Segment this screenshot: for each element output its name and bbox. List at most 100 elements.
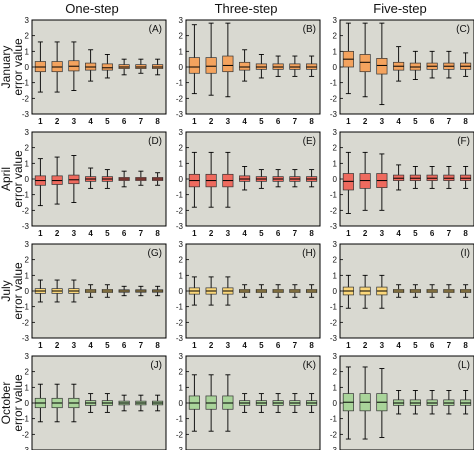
- box-5: [101, 169, 113, 189]
- y-tick-label: -1: [176, 79, 184, 88]
- y-tick-label: 2: [179, 368, 184, 377]
- y-tick-label: -3: [22, 222, 30, 231]
- panel-label: (H): [302, 248, 316, 259]
- box-5: [101, 54, 113, 79]
- row-label-unit: error value: [11, 150, 25, 208]
- box-7: [443, 390, 455, 415]
- x-tick-label: 5: [105, 117, 110, 126]
- y-tick-label: 1: [179, 271, 184, 280]
- y-tick-label: -3: [176, 446, 184, 450]
- y-tick-label: -2: [330, 94, 338, 103]
- box-5: [255, 169, 267, 189]
- box-2: [51, 41, 63, 93]
- y-tick-label: -3: [176, 110, 184, 119]
- y-tick-label: 1: [25, 47, 30, 56]
- x-tick-label: 5: [259, 341, 264, 350]
- y-tick-label: -3: [176, 334, 184, 343]
- box-6: [426, 166, 438, 189]
- column-title-five-step: Five-step: [373, 1, 426, 16]
- y-tick-label: -3: [176, 222, 184, 231]
- x-tick-label: 7: [293, 341, 298, 350]
- x-tick-label: 8: [309, 117, 314, 126]
- box-8: [152, 58, 164, 76]
- x-tick-label: 7: [447, 341, 452, 350]
- y-tick-label: -1: [176, 191, 184, 200]
- box-8: [306, 284, 318, 298]
- x-tick-label: 6: [122, 229, 127, 238]
- box-3: [222, 151, 234, 208]
- y-tick-label: 2: [25, 368, 30, 377]
- box-3: [68, 155, 80, 203]
- x-tick-label: 5: [413, 229, 418, 238]
- box-7: [135, 170, 147, 186]
- x-tick-label: 2: [363, 341, 368, 350]
- x-tick-label: 3: [380, 229, 385, 238]
- box-8: [460, 390, 472, 415]
- x-tick-label: 3: [72, 117, 77, 126]
- box-2: [205, 276, 217, 306]
- box-8: [460, 166, 472, 189]
- x-tick-label: 7: [447, 117, 452, 126]
- x-tick-label: 3: [72, 341, 77, 350]
- y-tick-label: -1: [330, 303, 338, 312]
- box-5: [101, 284, 113, 298]
- box-8: [152, 172, 164, 186]
- x-tick-label: 7: [139, 117, 144, 126]
- box-1: [34, 158, 46, 207]
- box-7: [443, 50, 455, 79]
- box-1: [188, 151, 200, 208]
- row-label-unit: error value: [11, 262, 25, 320]
- y-tick-label: 0: [179, 287, 184, 296]
- box-4: [393, 164, 405, 191]
- y-tick-label: 3: [333, 16, 338, 25]
- y-tick-label: -2: [176, 94, 184, 103]
- y-tick-label: 2: [179, 32, 184, 41]
- y-tick-label: -1: [22, 191, 30, 200]
- y-tick-label: 3: [25, 128, 30, 137]
- x-tick-label: 2: [55, 117, 60, 126]
- x-tick-label: 3: [226, 341, 231, 350]
- panel-label: (G): [148, 248, 162, 259]
- row-label-april: April: [0, 167, 13, 191]
- x-tick-label: 3: [226, 229, 231, 238]
- y-tick-label: 1: [179, 47, 184, 56]
- x-tick-label: 3: [380, 117, 385, 126]
- x-tick-label: 4: [242, 117, 247, 126]
- panel-e: (E) -3 -2 -1 0 1 2 3 1 2 3 4 5 6 7 8: [176, 128, 321, 238]
- x-tick-label: 4: [242, 229, 247, 238]
- x-tick-label: 1: [192, 229, 197, 238]
- y-tick-label: 3: [179, 128, 184, 137]
- panel-h: (H) -3 -2 -1 0 1 2 3 1 2 3 4 5 6 7 8: [176, 240, 321, 350]
- y-tick-label: 0: [333, 399, 338, 408]
- x-tick-label: 3: [72, 229, 77, 238]
- x-tick-label: 5: [259, 117, 264, 126]
- panel-label: (D): [148, 136, 162, 147]
- y-tick-label: -2: [176, 206, 184, 215]
- x-tick-label: 6: [430, 229, 435, 238]
- x-tick-label: 8: [309, 341, 314, 350]
- y-tick-label: -1: [22, 303, 30, 312]
- x-tick-label: 3: [380, 341, 385, 350]
- y-tick-label: 2: [333, 256, 338, 265]
- x-tick-label: 6: [276, 117, 281, 126]
- x-tick-label: 1: [38, 229, 43, 238]
- panel-label: (J): [150, 360, 162, 371]
- y-tick-label: 3: [25, 240, 30, 249]
- x-tick-label: 6: [276, 341, 281, 350]
- y-tick-label: 1: [25, 271, 30, 280]
- y-tick-label: -2: [330, 318, 338, 327]
- box-4: [85, 49, 97, 82]
- box-4: [85, 393, 97, 413]
- box-7: [135, 58, 147, 74]
- y-tick-label: 0: [25, 175, 30, 184]
- y-tick-label: 2: [25, 32, 30, 41]
- box-1: [342, 274, 354, 309]
- box-6: [426, 50, 438, 79]
- box-6: [272, 55, 284, 77]
- box-5: [255, 284, 267, 298]
- box-4: [393, 46, 405, 82]
- x-tick-label: 2: [209, 229, 214, 238]
